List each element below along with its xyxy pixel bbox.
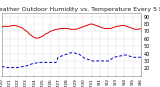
Text: Milwaukee Weather Outdoor Humidity vs. Temperature Every 5 Minutes: Milwaukee Weather Outdoor Humidity vs. T… xyxy=(0,7,160,12)
